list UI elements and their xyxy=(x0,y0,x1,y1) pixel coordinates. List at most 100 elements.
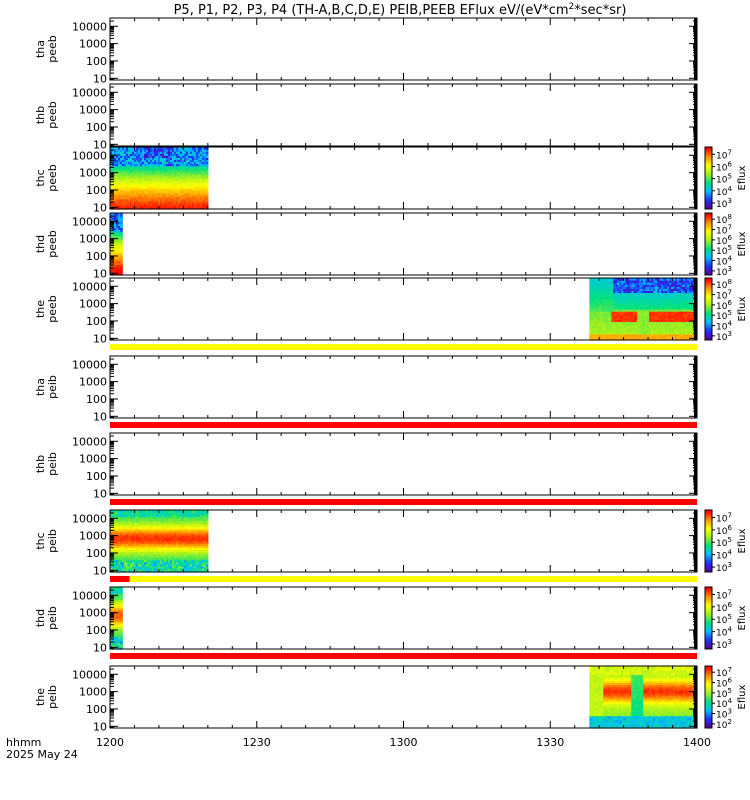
y-tick-label: 100 xyxy=(86,547,107,560)
y-tick-label: 1000 xyxy=(79,453,107,466)
y-tick-label: 1000 xyxy=(79,104,107,117)
panel-label: thepeib xyxy=(34,685,59,709)
y-tick-label: 10000 xyxy=(72,512,107,525)
colorbar-frame xyxy=(704,146,713,210)
panel-frame xyxy=(109,355,698,419)
spectrogram-the-peib-0 xyxy=(589,666,698,729)
colorbar-frame xyxy=(704,212,713,276)
panel-the-peeb: 10 100 1000 10000 thepeeb 103104105106107108E… xyxy=(34,277,748,350)
panel-tha-peib: 10 100 1000 10000 thapeib xyxy=(34,355,698,428)
x-label-date: 2025 May 24 xyxy=(6,748,78,761)
time-axis: 1200 1230 1300 1330 1400 xyxy=(96,736,711,749)
y-tick-label: 10000 xyxy=(72,86,107,99)
y-tick-label: 100 xyxy=(86,624,107,637)
panel-tha-peeb: 10 100 1000 10000 thapeeb xyxy=(34,17,698,85)
panel-thb-peeb: 10 100 1000 10000 thbpeeb xyxy=(34,83,698,151)
y-tick-label: 1000 xyxy=(79,38,107,51)
colorbar-label: Eflux xyxy=(737,528,748,553)
colorbar-tick-label: 105 xyxy=(716,613,732,626)
x-tick-label: 1300 xyxy=(390,736,418,749)
panel-label: thdpeeb xyxy=(34,230,59,258)
colorbar-frame xyxy=(704,509,713,573)
colorbar-tick-label: 105 xyxy=(716,173,732,186)
colorbar-label: Eflux xyxy=(737,605,748,630)
colorbar-frame xyxy=(704,586,713,650)
colorbar-tick-label: 106 xyxy=(716,601,732,614)
y-tick-label: 10 xyxy=(93,641,107,654)
flag-bar xyxy=(129,576,698,582)
panel-label: thepeeb xyxy=(34,295,59,323)
y-tick-label: 100 xyxy=(86,393,107,406)
colorbar-tick-label: 107 xyxy=(716,148,732,161)
y-tick-label: 100 xyxy=(86,184,107,197)
colorbar-tick-label: 103 xyxy=(716,638,732,651)
colorbar-label: Eflux xyxy=(737,165,748,190)
x-tick-label: 1230 xyxy=(243,736,271,749)
y-tick-label: 100 xyxy=(86,703,107,716)
colorbar-tick-label: 107 xyxy=(716,511,732,524)
spectrogram-thc-peib-0 xyxy=(110,510,209,573)
flag-bar xyxy=(110,422,697,428)
y-tick-label: 10000 xyxy=(72,149,107,162)
y-tick-label: 10000 xyxy=(72,358,107,371)
y-tick-label: 1000 xyxy=(79,376,107,389)
colorbar-frame xyxy=(704,277,713,341)
colorbar-tick-label: 104 xyxy=(716,185,732,198)
y-tick-label: 1000 xyxy=(79,298,107,311)
panel-label: thbpeib xyxy=(34,452,59,476)
spectrogram-thd-peib-0 xyxy=(110,587,123,650)
x-tick-label: 1200 xyxy=(96,736,124,749)
colorbar-tick-label: 106 xyxy=(716,160,732,173)
panel-thb-peib: 10 100 1000 10000 thbpeib xyxy=(34,432,698,505)
y-tick-label: 10 xyxy=(93,720,107,733)
panel-label: thbpeeb xyxy=(34,101,59,129)
y-tick-label: 10 xyxy=(93,332,107,345)
y-tick-label: 10000 xyxy=(72,589,107,602)
y-tick-label: 10 xyxy=(93,564,107,577)
colorbar-tick-label: 104 xyxy=(716,549,732,562)
y-tick-label: 100 xyxy=(86,55,107,68)
y-tick-label: 10 xyxy=(93,267,107,280)
y-tick-label: 10000 xyxy=(72,20,107,33)
panel-label: thcpeeb xyxy=(34,164,59,192)
x-label-hhmm: hhmm xyxy=(6,736,41,749)
x-tick-label: 1400 xyxy=(683,736,711,749)
panel-frame xyxy=(109,17,698,81)
panel-label: thapeeb xyxy=(34,35,59,63)
flag-bar xyxy=(110,653,697,659)
colorbar-tick-label: 107 xyxy=(716,588,732,601)
y-tick-label: 1000 xyxy=(79,530,107,543)
y-tick-label: 10000 xyxy=(72,668,107,681)
y-tick-label: 1000 xyxy=(79,233,107,246)
y-tick-label: 10 xyxy=(93,72,107,85)
panels-group: 10 100 1000 10000 thapeeb 10 100 1000 10000 thbpe… xyxy=(34,17,748,733)
y-tick-label: 10 xyxy=(93,201,107,214)
panel-label: thdpeib xyxy=(34,606,59,630)
y-tick-label: 100 xyxy=(86,121,107,134)
colorbar-tick-label: 103 xyxy=(716,197,732,210)
panel-frame xyxy=(109,432,698,496)
y-tick-label: 1000 xyxy=(79,167,107,180)
colorbar-label: Eflux xyxy=(737,296,748,321)
colorbar-tick-label: 105 xyxy=(716,536,732,549)
spectrogram-thc-peeb-0 xyxy=(110,147,209,210)
chart-title: P5, P1, P2, P3, P4 (TH-A,B,C,D,E) PEIB,P… xyxy=(174,2,627,18)
x-tick-label: 1330 xyxy=(536,736,564,749)
panel-label: thapeib xyxy=(34,375,59,399)
panel-label: thcpeib xyxy=(34,529,59,553)
panel-frame xyxy=(109,212,698,276)
y-tick-label: 10 xyxy=(93,487,107,500)
y-tick-label: 10000 xyxy=(72,280,107,293)
panel-frame xyxy=(109,586,698,650)
panel-frame xyxy=(109,83,698,147)
y-tick-label: 10000 xyxy=(72,435,107,448)
